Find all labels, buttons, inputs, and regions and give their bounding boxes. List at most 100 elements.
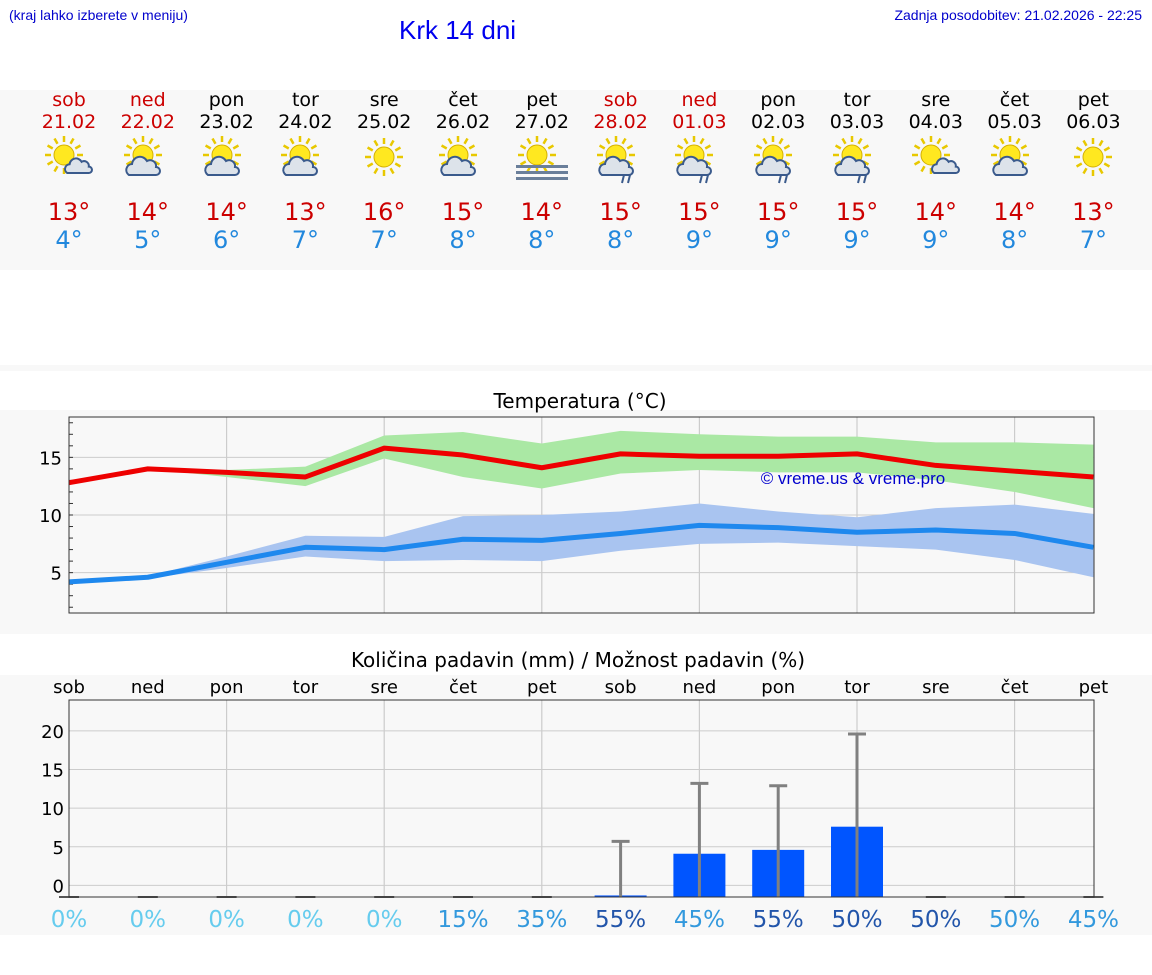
precipitation-chart-title: Količina padavin (mm) / Možnost padavin … [351,648,805,672]
precipitation-probability: 0% [130,907,167,933]
temperature-tick-label: 5 [51,564,62,585]
precipitation-tick-label: 5 [53,838,64,859]
precipitation-day-label: pet [527,677,557,698]
day-date: 03.03 [829,111,885,133]
day-date: 23.02 [199,111,254,133]
min-temperature: 6° [212,226,241,254]
precipitation-tick-label: 15 [41,761,64,782]
precipitation-probability: 55% [595,907,646,933]
sun-icon [1066,135,1120,185]
min-temperature: 7° [291,226,320,254]
precipitation-probability: 45% [674,907,725,933]
sun-cloud-small-icon [42,135,96,185]
precipitation-plot-frame [68,699,1095,898]
precipitation-day-label: pon [761,677,795,698]
forecast-days-panel [0,90,1152,270]
day-date: 27.02 [514,111,569,133]
min-temperature: 5° [134,226,162,254]
max-temperature: 13° [1072,198,1115,226]
sun-cloud-rain-icon [751,135,805,185]
sun-icon [357,135,411,185]
max-temperature: 13° [47,198,91,226]
max-temperature: 14° [126,198,170,226]
precipitation-day-label: čet [449,677,477,698]
precipitation-day-label: pet [1079,677,1109,698]
precipitation-day-label: pon [210,677,244,698]
sun-cloud-icon [436,135,490,185]
sun-cloud-icon [200,135,254,185]
day-date: 22.02 [120,111,175,133]
sun-cloud-rain-icon [830,135,884,185]
page-title: Krk 14 dni [399,15,517,45]
day-date: 21.02 [41,111,97,133]
day-name: sre [921,89,951,111]
max-temperature-line [68,445,1094,486]
precipitation-day-label: sre [922,677,949,698]
day-name: sob [603,89,638,111]
max-temperature-band [69,430,1094,509]
location-hint: (kraj lahko izberete v meniju) [9,7,188,23]
min-temperature: 9° [843,226,871,254]
max-temperature: 15° [441,198,485,226]
min-temperature-band [69,503,1094,585]
min-temperature: 8° [1000,226,1029,254]
watermark: © vreme.us & vreme.pro [761,469,945,488]
sun-cloud-small-icon [909,135,963,185]
sun-cloud-rain-icon [594,135,648,185]
precipitation-probability: 0% [287,907,324,933]
precipitation-day-label: tor [844,677,870,698]
separator [0,365,1152,371]
precipitation-plot-area [69,700,1094,897]
precipitation-tick-label: 10 [41,799,64,820]
max-temperature: 13° [284,198,327,226]
day-date: 25.02 [356,111,412,133]
day-date: 01.03 [672,111,727,133]
day-date: 06.03 [1066,111,1121,133]
min-temperature-line [68,522,1094,585]
max-temperature: 14° [520,198,564,226]
temperature-plot-frame [68,416,1095,614]
precipitation-day-label: sre [370,677,397,698]
day-name: pon [208,89,245,111]
day-name: čet [999,89,1030,111]
day-name: pon [760,89,797,111]
precipitation-probability: 15% [437,907,488,933]
day-date: 26.02 [435,111,491,133]
precipitation-day-label: ned [682,677,716,698]
temperature-chart-title: Temperatura (°C) [492,389,666,413]
precipitation-probability: 0% [208,907,245,933]
max-temperature: 14° [993,198,1036,226]
precipitation-day-label: tor [293,677,319,698]
precipitation-probability: 50% [910,907,961,933]
min-temperature: 7° [1079,226,1108,254]
min-temperature: 9° [685,226,714,254]
min-temperature: 9° [764,226,792,254]
day-date: 28.02 [593,111,648,133]
last-updated: Zadnja posodobitev: 21.02.2026 - 22:25 [894,7,1142,23]
max-temperature: 15° [678,198,721,226]
min-temperature: 8° [528,226,556,254]
max-temperature: 14° [205,198,248,226]
precipitation-probability: 50% [989,907,1040,933]
day-name: pet [526,89,558,111]
sun-cloud-icon [121,135,175,185]
sun-cloud-icon [988,135,1042,185]
precipitation-probability: 50% [831,907,882,933]
max-temperature: 15° [756,198,800,226]
sun-cloud-icon [278,135,332,185]
precipitation-probability: 45% [1068,907,1119,933]
max-temperature: 15° [599,198,642,226]
day-name: sob [52,89,86,111]
day-name: sre [369,89,399,111]
day-date: 04.03 [908,111,963,133]
min-temperature: 8° [449,226,477,254]
min-temperature: 4° [55,226,83,254]
day-date: 05.03 [987,111,1042,133]
day-name: pet [1077,89,1109,111]
sun-fog-icon [515,135,569,185]
precipitation-probability: 55% [753,907,804,933]
day-name: tor [291,89,319,111]
sun-cloud-rain-icon [672,135,726,185]
day-name: ned [129,89,166,111]
precipitation-tick-label: 20 [41,722,64,743]
